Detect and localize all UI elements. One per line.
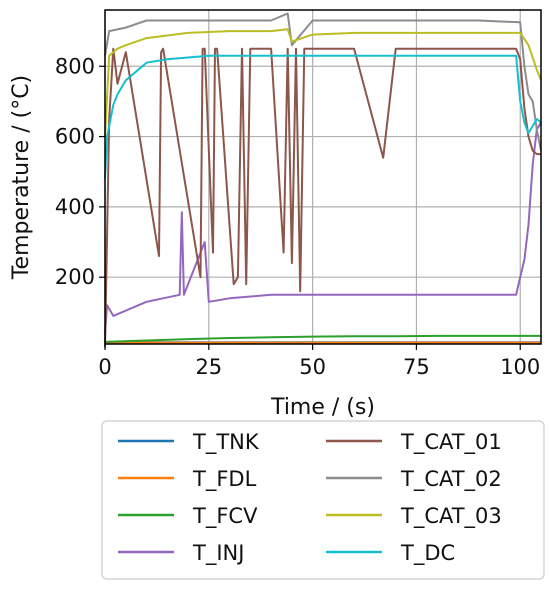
series-line-t-fcv: [104, 334, 541, 343]
legend-label: T_INJ: [192, 541, 244, 566]
axis-ticks: 0 25 50 75 100 200 400 600 800: [55, 54, 540, 379]
plot-frame: [104, 9, 542, 345]
legend-label: T_CAT_01: [400, 430, 502, 455]
series-line-t-cat-01: [104, 47, 541, 348]
y-tick-label: 800: [55, 54, 95, 78]
legend-label: T_TNK: [192, 430, 260, 455]
series-line-t-cat-03: [104, 28, 542, 137]
legend: T_TNK T_FDL T_FCV T_INJ T_CAT_01 T_CAT_02 T_CA…: [101, 420, 545, 580]
legend-label: T_FCV: [192, 504, 258, 529]
series-line-t-dc: [104, 54, 542, 179]
y-axis-label: Temperature / (°C): [9, 75, 34, 280]
x-tick-label: 75: [403, 355, 430, 379]
legend-label: T_FDL: [192, 467, 257, 492]
series-lines: [104, 12, 542, 348]
legend-label: T_CAT_03: [400, 504, 502, 529]
y-tick-label: 200: [55, 265, 95, 289]
legend-box: [101, 420, 545, 580]
y-tick-label: 400: [55, 195, 95, 219]
x-tick-label: 100: [500, 355, 540, 379]
x-tick-label: 0: [98, 355, 111, 379]
x-axis-label: Time / (s): [270, 395, 375, 420]
x-tick-label: 25: [195, 355, 222, 379]
legend-label: T_DC: [400, 541, 455, 566]
series-line-t-inj: [104, 121, 542, 334]
legend-label: T_CAT_02: [400, 467, 502, 492]
y-tick-label: 600: [55, 125, 95, 149]
grid-lines: [104, 10, 541, 344]
x-tick-label: 50: [299, 355, 326, 379]
series-line-t-cat-02: [104, 12, 542, 151]
